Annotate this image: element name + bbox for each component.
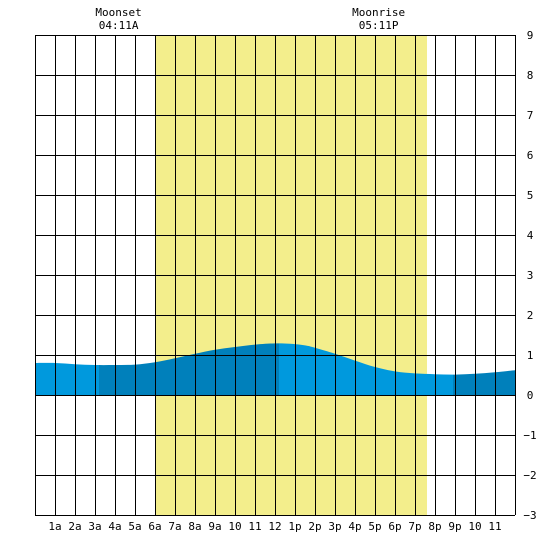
x-tick-label: 1p: [288, 520, 301, 533]
x-tick-label: 11: [248, 520, 261, 533]
x-tick-label: 4a: [108, 520, 121, 533]
tide-band-1: [35, 343, 99, 395]
y-tick-label: 1: [527, 349, 534, 362]
x-tick-label: 9p: [448, 520, 461, 533]
y-tick-label: 9: [527, 29, 534, 42]
x-tick-label: 7p: [408, 520, 421, 533]
moonset-time: 04:11A: [99, 19, 139, 32]
x-tick-label: 4p: [348, 520, 361, 533]
x-tick-label: 3a: [88, 520, 101, 533]
moonrise-time: 05:11P: [359, 19, 399, 32]
grid-layer: [35, 35, 516, 516]
y-tick-label: 4: [527, 229, 534, 242]
x-tick-label: 8p: [428, 520, 441, 533]
x-tick-label: 2p: [308, 520, 321, 533]
y-tick-label: −2: [523, 469, 536, 482]
moonset-label: Moonset: [95, 6, 141, 19]
x-tick-label: 5a: [128, 520, 141, 533]
x-tick-label: 12: [268, 520, 281, 533]
x-tick-label: 6a: [148, 520, 161, 533]
y-tick-label: 8: [527, 69, 534, 82]
y-tick-label: 7: [527, 109, 534, 122]
y-tick-label: 0: [527, 389, 534, 402]
y-tick-label: −1: [523, 429, 536, 442]
x-tick-label: 8a: [188, 520, 201, 533]
x-tick-label: 1a: [48, 520, 61, 533]
y-tick-label: 6: [527, 149, 534, 162]
x-tick-label: 10: [468, 520, 481, 533]
moonrise-label: Moonrise: [352, 6, 405, 19]
x-tick-label: 9a: [208, 520, 221, 533]
y-tick-label: 2: [527, 309, 534, 322]
y-tick-label: 5: [527, 189, 534, 202]
x-tick-label: 2a: [68, 520, 81, 533]
x-tick-label: 7a: [168, 520, 181, 533]
x-tick-label: 5p: [368, 520, 381, 533]
x-tick-label: 10: [228, 520, 241, 533]
tide-band-4: [453, 343, 515, 395]
y-tick-label: 3: [527, 269, 534, 282]
x-tick-label: 3p: [328, 520, 341, 533]
x-tick-label: 11: [488, 520, 501, 533]
x-tick-label: 6p: [388, 520, 401, 533]
y-tick-label: −3: [523, 509, 536, 522]
